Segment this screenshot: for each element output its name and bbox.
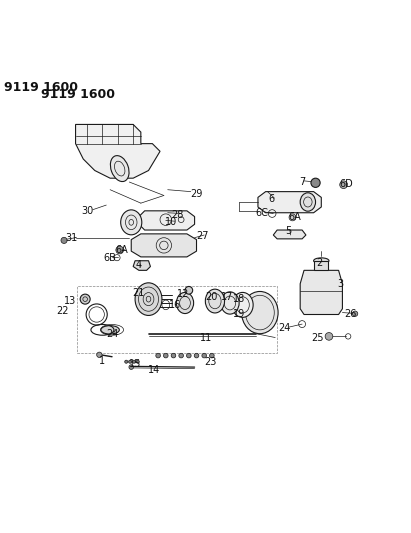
Text: 30: 30: [81, 206, 93, 216]
Ellipse shape: [121, 210, 142, 235]
Text: 6D: 6D: [339, 179, 353, 189]
Text: 21: 21: [133, 288, 145, 298]
Text: 22: 22: [56, 305, 68, 316]
Polygon shape: [131, 234, 196, 257]
Text: 25: 25: [311, 333, 324, 343]
Text: 10: 10: [166, 217, 178, 228]
Text: 23: 23: [204, 358, 216, 367]
Ellipse shape: [101, 326, 119, 334]
Text: 14: 14: [148, 365, 160, 375]
Ellipse shape: [232, 293, 253, 317]
Circle shape: [116, 246, 124, 254]
Polygon shape: [76, 124, 160, 178]
Text: 28: 28: [171, 209, 183, 220]
Text: 24: 24: [279, 323, 291, 333]
Bar: [314, 261, 328, 270]
Text: 26: 26: [344, 310, 356, 319]
Ellipse shape: [289, 214, 296, 221]
Text: 17: 17: [221, 292, 233, 302]
Circle shape: [340, 181, 347, 189]
Bar: [78, 286, 277, 353]
Ellipse shape: [242, 292, 278, 334]
Text: 6C: 6C: [255, 208, 268, 218]
Circle shape: [132, 360, 136, 364]
Circle shape: [80, 294, 90, 304]
Text: 1: 1: [99, 356, 106, 366]
Text: 11: 11: [200, 333, 212, 343]
Text: 20: 20: [206, 292, 218, 302]
Circle shape: [179, 353, 183, 358]
Circle shape: [311, 178, 320, 188]
Polygon shape: [300, 270, 342, 314]
Ellipse shape: [135, 283, 162, 316]
Text: 24: 24: [106, 329, 118, 338]
Ellipse shape: [314, 258, 329, 264]
Ellipse shape: [206, 289, 224, 313]
Circle shape: [164, 353, 168, 358]
Text: 29: 29: [190, 189, 203, 199]
Circle shape: [185, 286, 193, 294]
Circle shape: [325, 333, 333, 340]
Circle shape: [61, 237, 67, 244]
Text: 27: 27: [196, 231, 208, 241]
Circle shape: [187, 353, 191, 358]
Circle shape: [194, 353, 199, 358]
Circle shape: [97, 352, 102, 358]
Circle shape: [125, 360, 128, 364]
Text: 9119 1600: 9119 1600: [41, 88, 115, 101]
Text: 6A: 6A: [288, 212, 301, 222]
Text: 6A: 6A: [115, 245, 128, 255]
Text: 9119 1600: 9119 1600: [4, 82, 78, 94]
Text: 6: 6: [268, 195, 275, 204]
Circle shape: [129, 365, 134, 369]
Polygon shape: [273, 230, 306, 239]
Text: 15: 15: [129, 359, 141, 369]
Ellipse shape: [221, 292, 239, 314]
Text: 12: 12: [177, 289, 189, 299]
Text: 31: 31: [66, 233, 78, 243]
Circle shape: [352, 311, 358, 317]
Circle shape: [202, 353, 206, 358]
Text: 19: 19: [233, 310, 245, 319]
Circle shape: [156, 353, 160, 358]
Ellipse shape: [300, 193, 316, 211]
Polygon shape: [139, 211, 194, 230]
Text: 2: 2: [316, 257, 323, 268]
Polygon shape: [133, 261, 150, 270]
Polygon shape: [258, 192, 321, 213]
Text: 16: 16: [169, 300, 182, 310]
Ellipse shape: [111, 156, 129, 182]
Circle shape: [136, 360, 139, 364]
Ellipse shape: [176, 293, 194, 313]
Text: 6B: 6B: [104, 253, 117, 263]
Text: 5: 5: [286, 226, 292, 236]
Circle shape: [171, 353, 176, 358]
Text: 4: 4: [136, 260, 142, 270]
Text: 13: 13: [64, 296, 76, 306]
Text: 18: 18: [233, 294, 245, 304]
Text: 3: 3: [337, 279, 344, 289]
Circle shape: [210, 353, 214, 358]
Text: 7: 7: [299, 177, 305, 187]
Circle shape: [129, 360, 132, 364]
